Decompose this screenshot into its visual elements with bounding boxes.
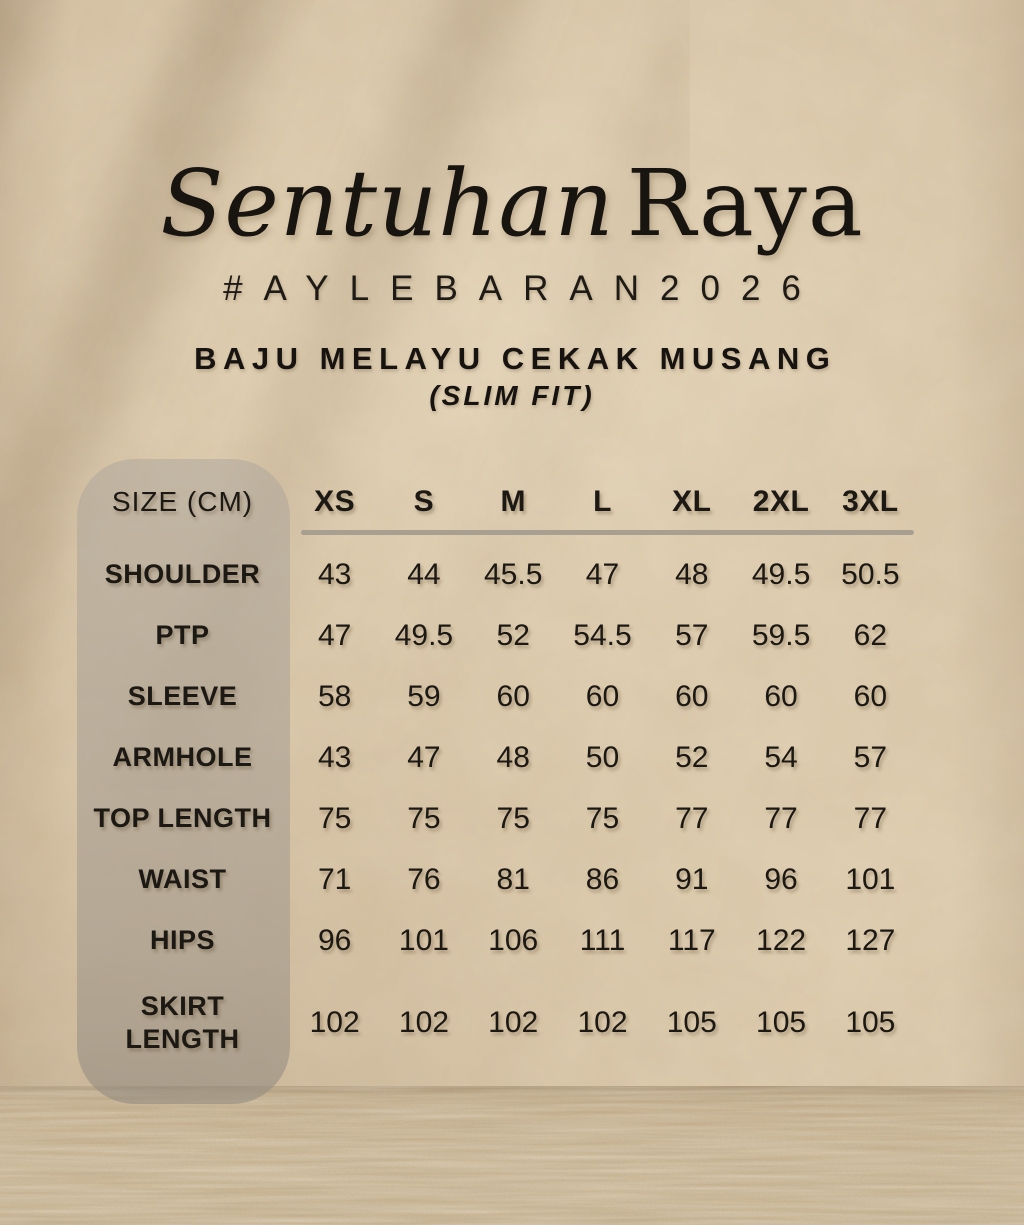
size-column-header-3xl: 3XL <box>842 485 899 518</box>
floor-backdrop <box>0 1086 1024 1225</box>
row-label: SLEEVE <box>127 681 238 712</box>
measurement-value: 50.5 <box>841 557 900 591</box>
row-label: ARMHOLE <box>112 742 253 773</box>
row-label: SKIRT LENGTH <box>125 991 240 1054</box>
measurement-value: 106 <box>488 923 539 957</box>
measurement-value: 48 <box>496 740 530 774</box>
table-row-skirt-length: SKIRT LENGTH 102 102 102 102 105 105 105 <box>75 971 915 1075</box>
measurement-value: 60 <box>496 679 530 713</box>
size-column-header-m: M <box>500 485 526 518</box>
table-row-ptp: PTP 47 49.5 52 54.5 57 59.5 62 <box>75 605 915 666</box>
fit-label: (SLIM FIT) <box>429 380 595 411</box>
measurement-value: 105 <box>845 1006 896 1039</box>
size-column-header-xl: XL <box>672 485 712 518</box>
measurement-value: 45.5 <box>484 557 543 591</box>
measurement-value: 75 <box>496 801 530 835</box>
measurement-value: 47 <box>317 618 352 652</box>
measurement-value: 76 <box>407 862 441 896</box>
measurement-value: 47 <box>407 740 441 774</box>
measurement-value: 102 <box>309 1006 360 1039</box>
table-row-top-length: TOP LENGTH 75 75 75 75 77 77 77 <box>75 788 915 849</box>
measurement-value: 122 <box>756 923 807 957</box>
measurement-value: 77 <box>764 801 798 835</box>
measurement-value: 111 <box>579 923 626 957</box>
campaign-hashtag: #AYLEBARAN2026 <box>223 268 822 308</box>
measurement-value: 75 <box>317 801 352 835</box>
measurement-value: 43 <box>317 557 352 591</box>
measurement-value: 49.5 <box>751 557 811 591</box>
table-row-sleeve: SLEEVE 58 59 60 60 60 60 60 <box>75 666 915 727</box>
brand-title: Sentuhan Raya <box>0 155 1024 253</box>
row-label: TOP LENGTH <box>93 803 272 834</box>
size-table-header-row: SIZE (CM) XS S M L XL 2XL 3XL <box>75 460 915 544</box>
measurement-value: 54 <box>764 740 798 774</box>
table-row-armhole: ARMHOLE 43 47 48 50 52 54 57 <box>75 727 915 788</box>
table-row-hips: HIPS 96 101 106 111 117 122 127 <box>75 910 915 971</box>
measurement-value: 75 <box>407 801 441 835</box>
title-block: Sentuhan Raya #AYLEBARAN2026 <box>0 155 1024 309</box>
measurement-value: 47 <box>585 557 620 591</box>
measurement-value: 102 <box>488 1006 539 1039</box>
measurement-value: 43 <box>317 740 352 774</box>
measurement-value: 77 <box>853 801 888 835</box>
measurement-value: 81 <box>496 862 530 896</box>
measurement-value: 52 <box>496 618 530 652</box>
brand-title-italic: Sentuhan <box>160 150 615 257</box>
measurement-value: 57 <box>853 740 888 774</box>
measurement-value: 58 <box>317 679 352 713</box>
size-column-header-xs: XS <box>314 485 356 518</box>
measurement-value: 96 <box>764 862 798 896</box>
measurement-value: 102 <box>577 1006 628 1039</box>
measurement-value: 77 <box>675 801 709 835</box>
measurement-value: 96 <box>317 923 352 957</box>
measurement-value: 57 <box>675 618 709 652</box>
measurement-value: 117 <box>667 923 716 957</box>
measurement-value: 44 <box>407 557 441 591</box>
row-label: SHOULDER <box>104 559 261 590</box>
measurement-value: 101 <box>845 862 896 896</box>
table-row-waist: WAIST 71 76 81 86 91 96 101 <box>75 849 915 910</box>
measurement-value: 54.5 <box>573 618 632 652</box>
measurement-value: 101 <box>398 923 449 957</box>
measurement-value: 60 <box>585 679 620 713</box>
size-column-header-s: S <box>413 485 435 518</box>
size-column-header-l: L <box>593 485 612 518</box>
measurement-value: 75 <box>585 801 620 835</box>
size-table: SIZE (CM) XS S M L XL 2XL 3XL SHOULDER 4… <box>75 460 915 1075</box>
brand-title-regular: Raya <box>626 150 864 257</box>
measurement-value: 48 <box>675 557 709 591</box>
measurement-value: 59 <box>407 679 441 713</box>
size-column-header-2xl: 2XL <box>752 485 810 518</box>
row-label: PTP <box>155 620 210 651</box>
table-row-shoulder: SHOULDER 43 44 45.5 47 48 49.5 50.5 <box>75 544 915 605</box>
measurement-value: 127 <box>845 923 896 957</box>
measurement-value: 86 <box>585 862 620 896</box>
measurement-value: 60 <box>764 679 798 713</box>
measurement-value: 52 <box>675 740 709 774</box>
row-label: WAIST <box>138 864 227 895</box>
label-column-panel <box>77 459 290 1104</box>
table-header-rule <box>301 530 914 535</box>
measurement-value: 105 <box>756 1006 807 1039</box>
product-name: BAJU MELAYU CEKAK MUSANG <box>194 341 837 376</box>
row-label: HIPS <box>149 925 216 956</box>
measurement-value: 50 <box>585 740 620 774</box>
measurement-value: 102 <box>398 1006 449 1039</box>
measurement-value: 105 <box>666 1006 717 1039</box>
measurement-value: 62 <box>853 618 888 652</box>
measurement-value: 71 <box>317 862 352 896</box>
product-block: BAJU MELAYU CEKAK MUSANG (SLIM FIT) <box>0 341 1024 412</box>
measurement-value: 60 <box>853 679 888 713</box>
measurement-value: 60 <box>675 679 709 713</box>
measurement-value: 59.5 <box>751 618 811 652</box>
measurement-value: 49.5 <box>394 618 454 652</box>
measurement-value: 91 <box>675 862 709 896</box>
unit-label: SIZE (CM) <box>111 486 254 517</box>
